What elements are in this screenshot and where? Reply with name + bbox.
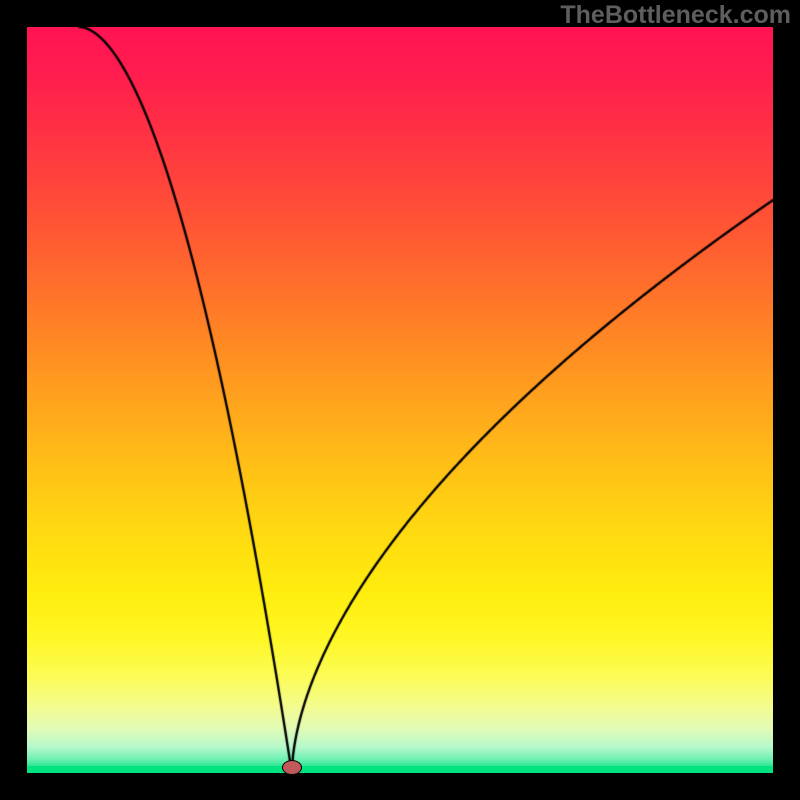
bottleneck-curve: [27, 27, 773, 773]
watermark-text: TheBottleneck.com: [560, 1, 791, 30]
chart-frame: TheBottleneck.com: [0, 0, 800, 800]
optimum-marker: [282, 760, 302, 775]
plot-area: [27, 27, 773, 773]
